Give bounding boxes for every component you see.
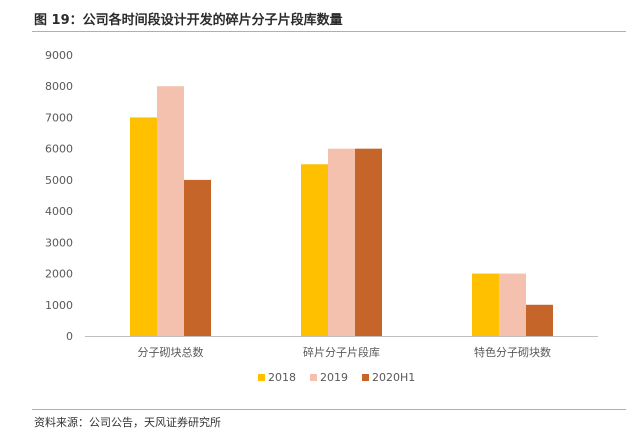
y-axis-ticks: 0 1000 2000 3000 4000 5000 6000 7000 8000 9000 — [45, 49, 73, 343]
y-tick-label: 1000 — [45, 299, 73, 312]
bar-2020H1-2 — [355, 148, 382, 336]
y-tick-label: 4000 — [45, 205, 73, 218]
source-note: 资料来源：公司公告，天风证券研究所 — [34, 416, 221, 429]
y-tick-label: 7000 — [45, 111, 73, 124]
legend-swatch-2020H1 — [362, 374, 369, 381]
y-tick-label: 2000 — [45, 268, 73, 281]
x-axis-labels: 分子砌块总数 碎片分子片段库 特色分子砌块数 — [138, 345, 552, 359]
y-tick-label: 9000 — [45, 49, 73, 62]
source-rule — [32, 409, 626, 410]
y-tick-label: 8000 — [45, 80, 73, 93]
bars — [130, 86, 553, 336]
legend-swatch-2019 — [310, 374, 317, 381]
x-category-label: 特色分子砌块数 — [474, 345, 551, 359]
bar-2019-2 — [328, 148, 355, 336]
legend-label: 2020H1 — [372, 371, 415, 384]
bar-2020H1-1 — [184, 179, 211, 336]
bar-chart: 0 1000 2000 3000 4000 5000 6000 7000 8000 9000 分子… — [45, 49, 598, 384]
legend-label: 2019 — [320, 371, 348, 384]
legend-label: 2018 — [268, 371, 296, 384]
legend: 2018 2019 2020H1 — [258, 371, 415, 384]
legend-swatch-2018 — [258, 374, 265, 381]
y-tick-label: 6000 — [45, 143, 73, 156]
x-category-label: 分子砌块总数 — [138, 345, 204, 359]
y-tick-label: 0 — [66, 330, 73, 343]
title-rule — [32, 31, 626, 32]
y-tick-label: 5000 — [45, 174, 73, 187]
y-tick-label: 3000 — [45, 236, 73, 249]
bar-2018-1 — [130, 117, 157, 336]
x-category-label: 碎片分子片段库 — [303, 345, 380, 359]
bar-2019-3 — [499, 273, 526, 336]
bar-2020H1-3 — [526, 304, 553, 336]
bar-2019-1 — [157, 86, 184, 336]
figure-title: 图 19：公司各时间段设计开发的碎片分子片段库数量 — [34, 13, 343, 28]
bar-2018-3 — [472, 273, 499, 336]
bar-2018-2 — [301, 164, 328, 336]
